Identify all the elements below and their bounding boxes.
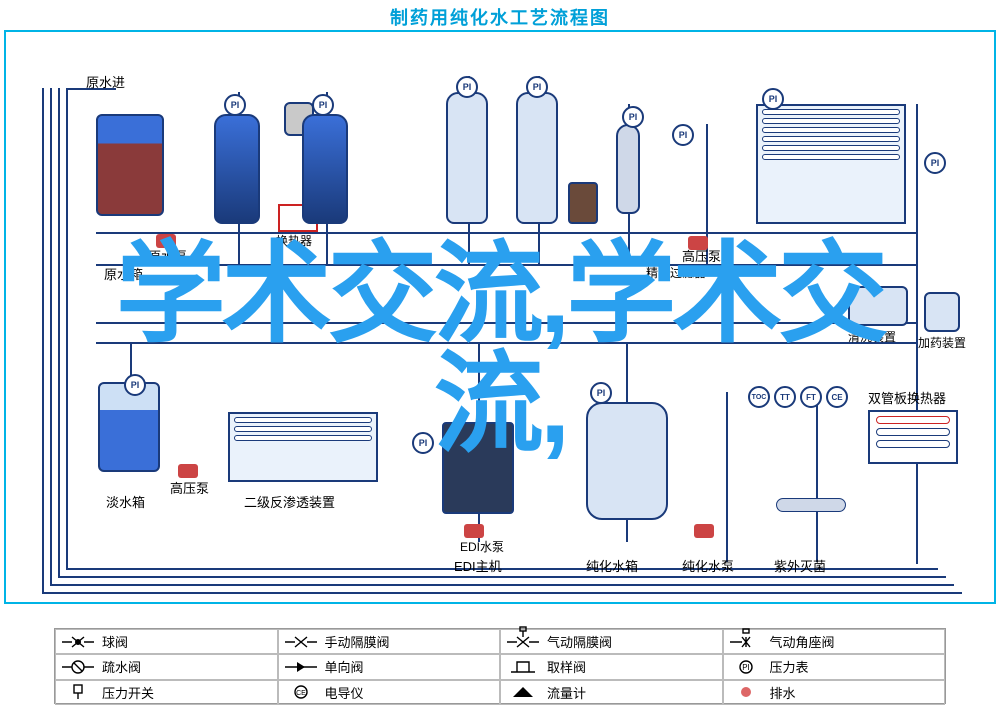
edi-pump	[464, 524, 484, 538]
purified-water-pump	[694, 524, 714, 538]
flowmeter-icon	[507, 685, 539, 699]
manual_diaph-icon	[285, 635, 317, 649]
legend-row: 球阀 手动隔膜阀 气动隔膜阀 气动角座阀	[55, 629, 945, 654]
brine-tank	[568, 182, 598, 224]
legend-label: 单向阀	[325, 657, 364, 676]
label-edi-pump: EDI水泵	[460, 538, 504, 555]
legend-label: 气动角座阀	[770, 632, 835, 651]
pi-gauge: PI	[526, 76, 548, 98]
label-ro2: 二级反渗透装置	[244, 492, 335, 511]
pipe	[50, 584, 954, 586]
legend-label: 手动隔膜阀	[325, 632, 390, 651]
softener-1	[446, 92, 488, 224]
label-raw-inlet: 原水进	[86, 72, 125, 91]
watermark-line-1: 学术交流,学术交	[116, 233, 885, 356]
pneu_diaph-icon	[507, 635, 539, 649]
conduct-icon: CE	[285, 685, 317, 699]
pipe	[58, 576, 946, 578]
legend-table: 球阀 手动隔膜阀 气动隔膜阀 气动角座阀疏水阀 单向阀 取样阀 PI 压力表压力开关 CE 电导仪…	[54, 628, 946, 704]
svg-text:CE: CE	[296, 690, 306, 697]
hp-pump-2	[178, 464, 198, 478]
legend-cell-pneu_diaph: 气动隔膜阀	[500, 629, 723, 654]
press_switch-icon	[62, 685, 94, 699]
pipe	[42, 592, 962, 594]
legend-label: 电导仪	[325, 683, 364, 702]
legend-cell-drain: 排水	[723, 680, 946, 705]
pi-gauge: PI	[622, 106, 644, 128]
pi-gauge: PI	[672, 124, 694, 146]
page-root: 制药用纯化水工艺流程图	[0, 0, 1000, 712]
pi-gauge: PI	[762, 88, 784, 110]
check_valve-icon	[285, 660, 317, 674]
trap-icon	[62, 660, 94, 674]
label-pure-pump: 纯化水泵	[682, 556, 734, 575]
pi-gauge: PI	[312, 94, 334, 116]
watermark-overlay: 学术交流,学术交 流,	[0, 240, 1000, 460]
legend-cell-sample_valve: 取样阀	[500, 654, 723, 679]
legend-cell-pneu_angle: 气动角座阀	[723, 629, 946, 654]
legend-label: 疏水阀	[102, 657, 141, 676]
label-pure-tank: 纯化水箱	[586, 556, 638, 575]
softener-2	[516, 92, 558, 224]
label-fresh-tank: 淡水箱	[106, 492, 145, 511]
pi-gauge: PI	[456, 76, 478, 98]
pi-gauge: PI	[224, 94, 246, 116]
legend-cell-manual_diaph: 手动隔膜阀	[278, 629, 501, 654]
label-uv: 紫外灭菌	[774, 556, 826, 575]
legend-label: 球阀	[102, 632, 128, 651]
pneu_angle-icon	[730, 635, 762, 649]
ro-stage-1	[756, 104, 906, 224]
carbon-filter	[302, 114, 348, 224]
uv-sterilizer	[776, 498, 846, 512]
media-filter	[214, 114, 260, 224]
legend-label: 压力开关	[102, 683, 154, 702]
legend-label: 压力表	[770, 657, 809, 676]
ball_valve-icon	[62, 635, 94, 649]
raw-water-tank	[96, 114, 164, 216]
pi-gauge: PI	[924, 152, 946, 174]
legend-cell-flowmeter: 流量计	[500, 680, 723, 705]
legend-label: 气动隔膜阀	[547, 632, 612, 651]
drain-icon	[730, 685, 762, 699]
legend-cell-press_switch: 压力开关	[55, 680, 278, 705]
legend-cell-conduct: CE 电导仪	[278, 680, 501, 705]
legend-label: 排水	[770, 683, 796, 702]
press_gauge-icon: PI	[730, 660, 762, 674]
label-hp-pump-2: 高压泵	[170, 478, 209, 497]
watermark-line-2: 流,	[434, 343, 567, 466]
legend-cell-press_gauge: PI 压力表	[723, 654, 946, 679]
legend-row: 疏水阀 单向阀 取样阀 PI 压力表	[55, 654, 945, 679]
legend-row: 压力开关 CE 电导仪 流量计 排水	[55, 680, 945, 705]
legend-cell-trap: 疏水阀	[55, 654, 278, 679]
fine-filter	[616, 124, 640, 214]
page-title: 制药用纯化水工艺流程图	[0, 0, 1000, 34]
legend-label: 取样阀	[547, 657, 586, 676]
legend-cell-check_valve: 单向阀	[278, 654, 501, 679]
svg-text:PI: PI	[742, 663, 750, 672]
legend-label: 流量计	[547, 683, 586, 702]
sample_valve-icon	[507, 660, 539, 674]
label-edi: EDI主机	[454, 556, 502, 575]
legend-cell-ball_valve: 球阀	[55, 629, 278, 654]
